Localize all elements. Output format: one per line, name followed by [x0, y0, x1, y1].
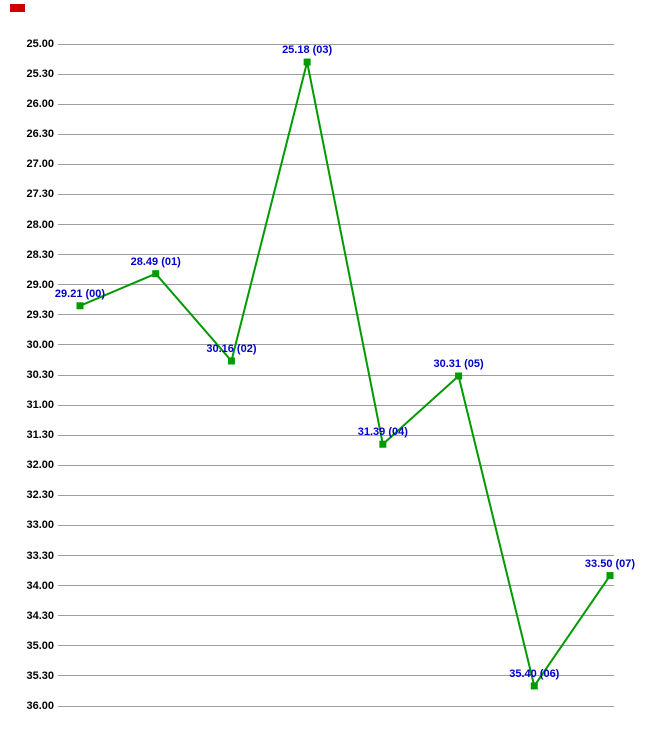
data-point-marker — [76, 302, 84, 310]
data-point-label: 35.40 (06) — [509, 667, 560, 680]
data-point-label: 30.16 (02) — [206, 342, 257, 355]
gridline — [58, 284, 614, 286]
y-axis-tick-label: 30.30 — [26, 369, 54, 381]
data-point-marker — [303, 58, 311, 66]
y-axis-tick-label: 31.30 — [26, 429, 54, 442]
gridline — [58, 705, 614, 707]
gridline — [58, 374, 614, 376]
y-axis-tick-label: 28.30 — [26, 248, 54, 261]
data-point-label: 29.21 (00) — [54, 287, 106, 300]
y-axis-tick-label: 26.30 — [26, 128, 54, 141]
y-axis-tick-label: 36.00 — [26, 700, 54, 712]
y-axis-tick-label: 33.00 — [26, 519, 54, 532]
data-point-marker — [379, 440, 387, 448]
y-axis-tick-label: 29.30 — [26, 308, 54, 321]
y-axis-tick-label: 31.00 — [26, 399, 54, 412]
data-point-marker — [227, 357, 235, 365]
y-axis-tick-label: 27.30 — [26, 188, 54, 201]
corner-red-marker — [10, 4, 25, 12]
gridline — [58, 224, 614, 226]
data-point-label: 31.39 (04) — [357, 426, 408, 439]
gridline — [58, 43, 614, 45]
gridline — [58, 585, 614, 587]
gridline — [58, 675, 614, 677]
y-axis-tick-label: 25.00 — [26, 38, 54, 50]
series-line — [79, 61, 611, 689]
gridline — [58, 494, 614, 496]
y-axis-tick-label: 32.00 — [26, 459, 54, 472]
y-axis-tick-label: 25.30 — [26, 68, 54, 81]
gridline — [58, 404, 614, 406]
y-axis-tick-label: 32.30 — [26, 489, 54, 502]
y-axis-tick-label: 28.00 — [26, 218, 54, 231]
y-axis-tick-label: 33.30 — [26, 549, 54, 562]
gridline — [58, 344, 614, 346]
gridline — [58, 314, 614, 316]
gridline — [58, 103, 614, 105]
gridline — [58, 434, 614, 436]
y-axis-tick-label: 34.00 — [26, 579, 54, 592]
data-point-marker — [152, 270, 160, 278]
gridline — [58, 645, 614, 647]
gridline — [58, 193, 614, 195]
gridline — [58, 254, 614, 256]
gridline — [58, 524, 614, 526]
data-point-marker — [455, 372, 463, 380]
y-axis-tick-label: 29.00 — [26, 278, 54, 291]
data-point-label: 33.50 (07) — [584, 557, 636, 570]
data-point-marker — [606, 572, 614, 580]
gridline — [58, 615, 614, 617]
y-axis-tick-label: 35.00 — [26, 639, 54, 652]
data-point-marker — [530, 682, 538, 690]
y-axis-tick-label: 27.00 — [26, 158, 54, 171]
gridline — [58, 555, 614, 557]
y-axis-tick-label: 26.00 — [26, 98, 54, 111]
gridline — [58, 73, 614, 75]
y-axis-tick-label: 30.00 — [26, 338, 54, 351]
data-point-label: 30.31 (05) — [433, 358, 484, 370]
data-point-label: 28.49 (01) — [130, 255, 181, 268]
y-axis-tick-label: 35.30 — [26, 669, 54, 682]
y-axis-tick-label: 34.30 — [26, 609, 54, 622]
gridline — [58, 133, 614, 135]
gridline — [58, 163, 614, 165]
gridline — [58, 464, 614, 466]
data-point-label: 25.18 (03) — [282, 44, 333, 57]
